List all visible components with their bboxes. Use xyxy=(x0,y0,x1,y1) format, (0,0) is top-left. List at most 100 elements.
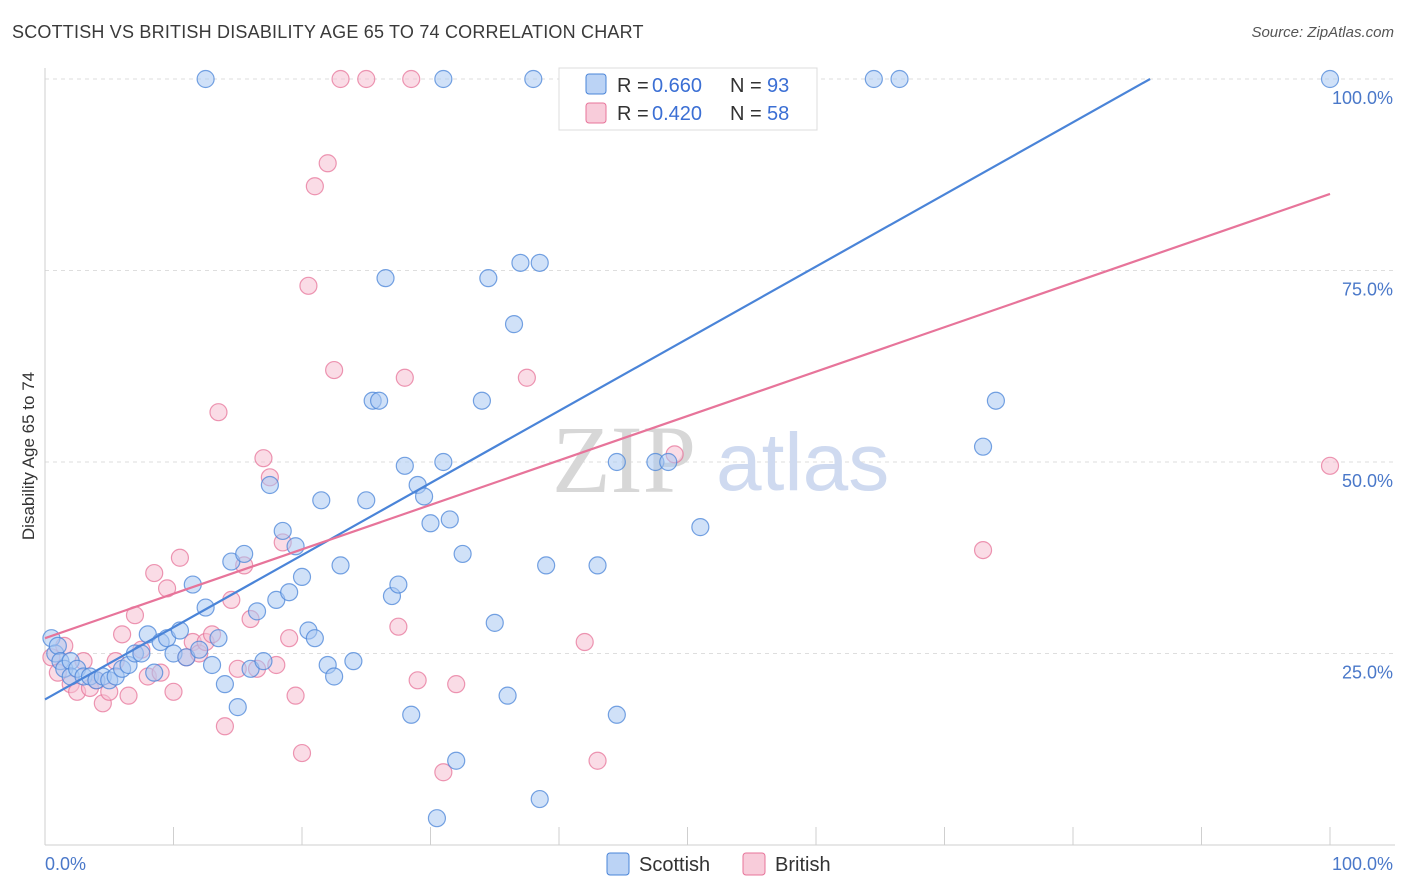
british-point xyxy=(286,686,305,705)
legend-n-label: N = xyxy=(730,103,762,125)
bottom-legend-swatch-scottish xyxy=(606,852,630,876)
bottom-legend-british: British xyxy=(775,854,831,876)
british-point xyxy=(588,751,607,770)
british-point xyxy=(325,360,344,380)
y-axis-label: Disability Age 65 to 74 xyxy=(19,372,38,540)
y-tick-label: 100.0% xyxy=(1332,88,1393,108)
legend-r-label: R = xyxy=(617,103,649,125)
scottish-point xyxy=(427,809,447,828)
british-point xyxy=(305,177,324,196)
y-tick-label: 75.0% xyxy=(1342,280,1393,300)
legend-r-value: 0.420 xyxy=(652,103,702,125)
scottish-point xyxy=(864,69,883,89)
axes xyxy=(44,68,1395,846)
scottish-point xyxy=(498,686,517,705)
scottish-point xyxy=(890,69,909,89)
british-point xyxy=(408,671,427,690)
scottish-trend-line xyxy=(44,78,1151,701)
scottish-point xyxy=(228,698,247,717)
scottish-point xyxy=(440,510,459,529)
scottish-point xyxy=(691,518,710,537)
scottish-point xyxy=(530,789,549,809)
british-point xyxy=(164,682,183,701)
watermark-atlas: atlas xyxy=(716,417,889,508)
british-point xyxy=(170,548,190,567)
scottish-point xyxy=(370,391,389,410)
british-point xyxy=(973,540,993,560)
british-trend-line xyxy=(44,192,1331,640)
legend: R = 0.660 N = 93 R = 0.420 N = 58 xyxy=(558,67,818,131)
scottish-point xyxy=(485,613,504,632)
legend-n-value: 93 xyxy=(767,75,789,97)
trend-lines xyxy=(44,78,1331,701)
scottish-point xyxy=(511,253,530,272)
scottish-point xyxy=(280,583,299,602)
scottish-point xyxy=(202,655,222,675)
scottish-point xyxy=(196,69,215,89)
scottish-point xyxy=(247,602,267,621)
scottish-point xyxy=(190,640,209,659)
scottish-point xyxy=(209,629,228,648)
scottish-point xyxy=(986,391,1006,410)
x-tick-labels: 0.0% 100.0% xyxy=(45,854,1393,874)
scottish-point xyxy=(447,751,466,770)
scottish-point xyxy=(260,475,279,495)
british-point xyxy=(145,563,164,583)
scottish-point xyxy=(312,491,331,510)
bottom-legend: Scottish British xyxy=(606,852,831,876)
british-point xyxy=(1320,456,1340,475)
scottish-point xyxy=(376,269,395,288)
legend-swatch-scottish xyxy=(585,73,607,95)
british-point xyxy=(331,69,350,89)
british-point xyxy=(575,632,594,652)
scottish-point xyxy=(537,556,556,575)
british-point xyxy=(215,717,234,736)
scottish-point xyxy=(145,663,164,682)
scottish-point xyxy=(472,391,491,410)
scottish-point xyxy=(235,544,254,564)
scottish-point xyxy=(421,514,440,533)
scottish-point xyxy=(479,269,498,288)
british-point xyxy=(280,629,299,648)
scottish-point xyxy=(344,652,363,671)
british-point xyxy=(395,368,414,387)
series-scottish xyxy=(42,69,1340,828)
legend-r-label: R = xyxy=(617,75,649,97)
british-point xyxy=(389,617,408,636)
scottish-point xyxy=(325,667,344,686)
british-point xyxy=(119,686,138,705)
scottish-point xyxy=(402,705,421,724)
scottish-point xyxy=(607,705,626,724)
x-tick-label: 0.0% xyxy=(45,854,86,874)
chart-title: SCOTTISH VS BRITISH DISABILITY AGE 65 TO… xyxy=(12,22,644,42)
british-point xyxy=(402,69,421,89)
scottish-point xyxy=(215,675,234,694)
scottish-point xyxy=(254,652,273,671)
british-point xyxy=(434,763,453,782)
british-point xyxy=(318,154,337,173)
scottish-point xyxy=(331,556,350,575)
british-point xyxy=(357,69,376,89)
scottish-point xyxy=(588,556,607,575)
legend-n-label: N = xyxy=(730,75,762,97)
scottish-point xyxy=(530,253,549,272)
scottish-point xyxy=(504,315,524,334)
british-point xyxy=(254,449,273,468)
british-point xyxy=(112,625,132,644)
scottish-point xyxy=(434,452,453,472)
y-tick-labels: 25.0% 50.0% 75.0% 100.0% xyxy=(1332,88,1393,683)
scottish-point xyxy=(357,491,376,510)
scottish-point xyxy=(524,69,543,89)
scottish-point xyxy=(48,636,67,655)
scottish-point xyxy=(273,521,292,541)
y-tick-label: 50.0% xyxy=(1342,471,1393,491)
british-point xyxy=(209,403,228,422)
legend-swatch-british xyxy=(585,102,607,124)
bottom-legend-swatch-british xyxy=(742,852,766,876)
british-point xyxy=(517,368,536,387)
chart-source: Source: ZipAtlas.com xyxy=(1251,24,1394,41)
scottish-point xyxy=(1320,69,1340,89)
legend-r-value: 0.660 xyxy=(652,75,702,97)
scottish-point xyxy=(434,69,453,89)
